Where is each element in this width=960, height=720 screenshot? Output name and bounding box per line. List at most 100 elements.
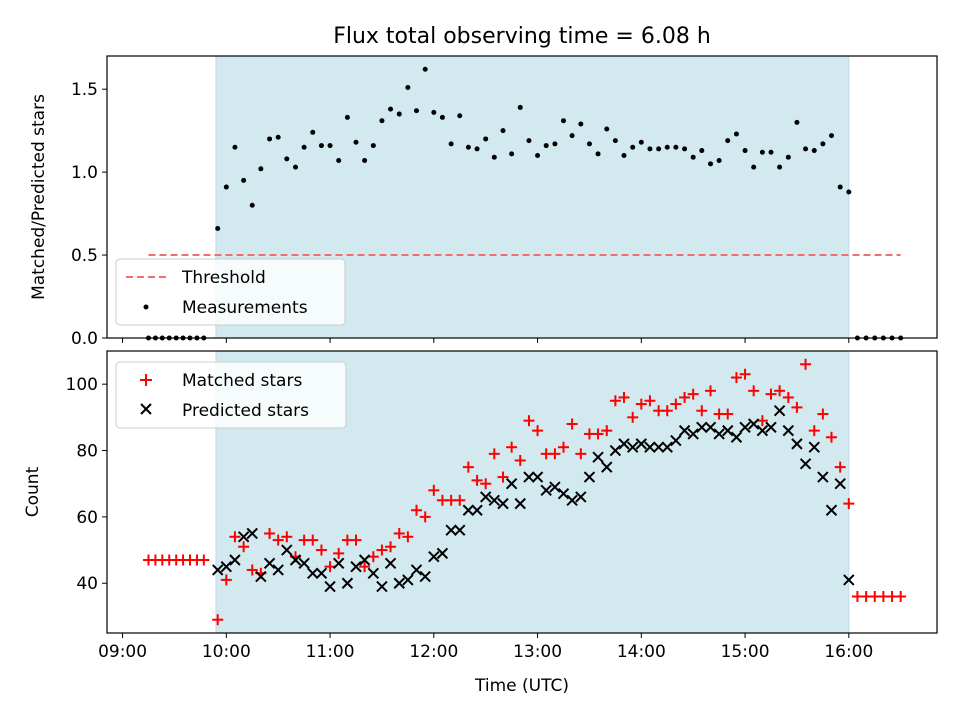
predicted-star-point xyxy=(799,458,812,470)
legend-threshold-label: Threshold xyxy=(181,268,266,288)
matched-star-point xyxy=(566,418,578,430)
matched-star-point xyxy=(644,395,656,407)
predicted-star-point xyxy=(652,441,665,453)
matched-star-point xyxy=(359,561,371,573)
measurement-point xyxy=(708,161,714,167)
measurement-point xyxy=(733,131,739,137)
predicted-star-point xyxy=(687,428,699,440)
matched-star-point xyxy=(687,388,699,400)
matched-star-point xyxy=(376,544,388,556)
measurement-point xyxy=(267,136,273,142)
predicted-star-point xyxy=(523,471,535,483)
matched-star-point xyxy=(402,531,414,543)
predicted-star-point xyxy=(575,491,587,503)
matched-star-point xyxy=(367,551,379,563)
predicted-star-point xyxy=(488,494,501,507)
measurement-point xyxy=(483,136,489,142)
measurement-point xyxy=(293,164,299,170)
measurement-point xyxy=(552,141,558,147)
matched-star-point xyxy=(808,425,820,437)
measurement-point xyxy=(413,108,419,114)
measurement-point xyxy=(491,154,497,160)
legend-matched-swatch xyxy=(140,374,152,386)
measurement-point xyxy=(249,202,255,208)
x-tick-label: 12:00 xyxy=(409,642,458,662)
predicted-star-point xyxy=(324,580,336,593)
predicted-star-point xyxy=(350,560,362,573)
measurement-point xyxy=(439,114,445,120)
predicted-star-point xyxy=(557,487,570,500)
measurement-point xyxy=(370,143,376,149)
measurement-point xyxy=(344,114,350,120)
measurement-point xyxy=(336,158,342,164)
matched-star-point xyxy=(238,541,250,553)
measurement-point xyxy=(388,106,394,112)
predicted-star-point xyxy=(367,567,380,579)
predicted-star-point xyxy=(626,441,639,453)
predicted-star-point xyxy=(462,504,475,516)
measurement-point xyxy=(223,184,229,190)
measurement-point xyxy=(561,118,566,124)
measurement-point xyxy=(794,119,800,125)
matched-star-point xyxy=(774,385,786,397)
matched-star-point xyxy=(825,431,837,443)
bottom-legend-box xyxy=(115,361,347,429)
matched-star-point xyxy=(229,531,241,543)
measurement-point xyxy=(526,138,532,144)
bottom-y-tick-label: 100 xyxy=(66,375,98,395)
matched-star-point xyxy=(765,388,777,400)
measurement-point xyxy=(215,226,221,232)
top-y-tick-label: 1.0 xyxy=(71,163,98,183)
measurement-point xyxy=(785,154,791,160)
matched-star-point xyxy=(333,547,345,559)
measurement-point xyxy=(664,144,670,150)
measurement-point xyxy=(379,118,385,124)
measurement-point xyxy=(362,158,368,164)
top-y-axis-label: Matched/Predicted stars xyxy=(29,94,49,300)
matched-star-point xyxy=(385,541,397,553)
legend-predicted-label: Predicted stars xyxy=(182,401,309,421)
matched-star-point xyxy=(705,385,717,397)
top-legend: Threshold Measurements xyxy=(115,258,346,326)
top-legend-box xyxy=(115,258,346,326)
matched-star-point xyxy=(315,544,327,556)
matched-star-point xyxy=(454,494,466,506)
matched-star-point xyxy=(843,498,855,510)
matched-star-point xyxy=(410,504,422,516)
predicted-star-point xyxy=(609,444,622,457)
matched-star-point xyxy=(272,534,284,546)
predicted-star-point xyxy=(246,527,258,540)
top-plot-frame xyxy=(106,55,938,339)
x-tick-label: 14:00 xyxy=(617,642,666,662)
matched-star-point xyxy=(220,574,232,586)
predicted-star-point xyxy=(739,421,751,434)
predicted-star-point xyxy=(540,484,552,497)
measurement-point xyxy=(751,164,757,170)
matched-star-point xyxy=(523,415,535,427)
predicted-star-point xyxy=(704,421,717,434)
predicted-star-point xyxy=(454,524,466,536)
measurement-point xyxy=(682,146,688,152)
matched-star-point xyxy=(670,398,682,410)
predicted-star-point xyxy=(479,491,492,503)
measurement-point xyxy=(638,139,644,145)
matched-star-point xyxy=(462,461,474,473)
predicted-star-point xyxy=(263,557,276,570)
predicted-star-point xyxy=(445,524,457,536)
predicted-star-point xyxy=(376,580,388,593)
x-tick-label: 11:00 xyxy=(306,642,355,662)
matched-star-point xyxy=(756,415,768,427)
bottom-y-tick-label: 60 xyxy=(76,508,98,528)
measurement-point xyxy=(431,109,437,115)
predicted-star-point xyxy=(419,570,431,583)
measurement-point xyxy=(820,141,826,147)
matched-star-point xyxy=(246,564,258,576)
measurement-point xyxy=(630,144,636,150)
matched-star-point xyxy=(281,531,293,543)
predicted-star-point xyxy=(332,557,345,570)
measurement-point xyxy=(509,151,515,157)
top-y-tick-label: 0.5 xyxy=(71,246,98,266)
matched-star-point xyxy=(198,554,210,566)
bottom-panel: 40 60 80 100 09:00 10:00 11:00 12:00 13:00 14:00… xyxy=(23,350,938,696)
x-tick-label: 16:00 xyxy=(824,642,873,662)
